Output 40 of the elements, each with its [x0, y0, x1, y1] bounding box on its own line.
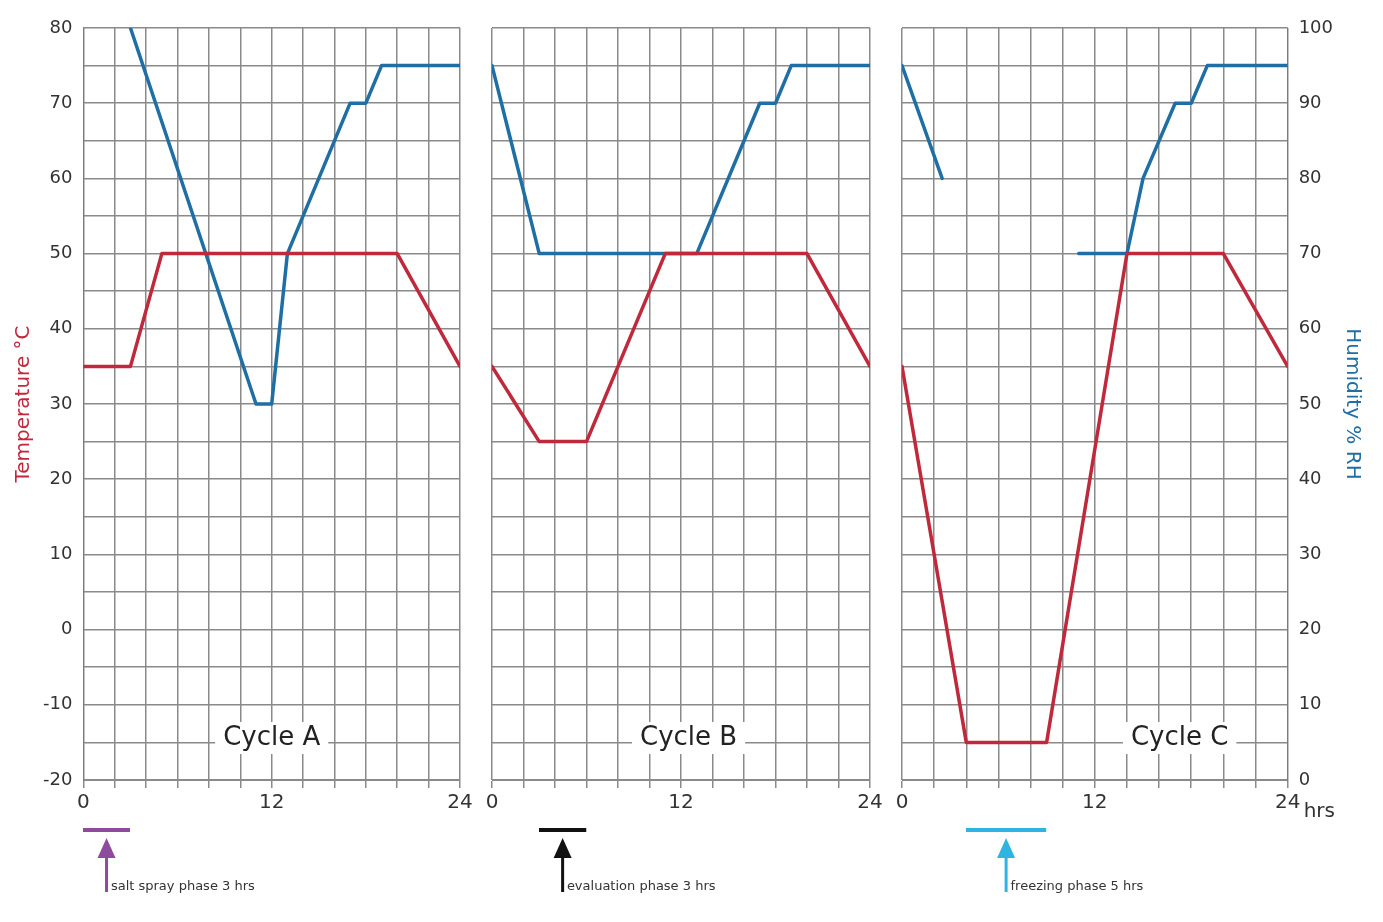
y2-tick-label: 50	[1298, 391, 1322, 413]
text: salt spray phase 3 hrs	[110, 878, 255, 893]
y-tick-label: 10	[49, 542, 73, 564]
y2-tick-label: 0	[1298, 767, 1311, 789]
x-tick-label: 0	[77, 789, 90, 814]
y2-tick-label: 80	[1298, 166, 1322, 188]
y-tick-label: 20	[49, 466, 73, 488]
y-tick-label: 30	[49, 391, 73, 413]
x-tick-label: 0	[485, 789, 499, 814]
x-tick-label: 12	[668, 789, 694, 814]
x-tick-label: 12	[258, 789, 285, 814]
annotation: Cycle A	[223, 720, 321, 751]
annotation: Cycle C	[1130, 720, 1229, 751]
y2-tick-label: 30	[1298, 542, 1322, 564]
y-axis-title: Temperature °C	[10, 325, 35, 484]
x-tick-label: 24	[1274, 789, 1301, 814]
y-tick-label: 50	[49, 241, 73, 263]
y-tick-label: 70	[49, 90, 73, 112]
x-tick-label: 24	[857, 789, 883, 814]
y-tick-label: -10	[42, 692, 73, 714]
x-tick-label: 0	[895, 789, 909, 814]
y2-tick-label: 40	[1298, 466, 1322, 488]
y-tick-label: 60	[49, 166, 73, 188]
y-tick-label: -20	[42, 767, 73, 789]
y-tick-label: 80	[49, 15, 73, 37]
text: evaluation phase 3 hrs	[566, 878, 716, 893]
y2-tick-label: 10	[1298, 692, 1322, 714]
y2-axis-title: Humidity % RH	[1341, 328, 1366, 480]
y-tick-label: 0	[60, 617, 73, 639]
x-axis-title: hrs	[1303, 798, 1335, 823]
annotation: Cycle B	[639, 720, 738, 751]
x-tick-label: 24	[447, 789, 473, 814]
y2-tick-label: 90	[1298, 90, 1322, 112]
y2-tick-label: 100	[1298, 15, 1333, 37]
x-tick-label: 12	[1082, 789, 1108, 814]
y2-tick-label: 20	[1298, 617, 1322, 639]
y2-tick-label: 70	[1298, 241, 1322, 263]
y-tick-label: 40	[49, 316, 73, 338]
y2-tick-label: 60	[1298, 316, 1322, 338]
text: freezing phase 5 hrs	[1010, 878, 1144, 893]
